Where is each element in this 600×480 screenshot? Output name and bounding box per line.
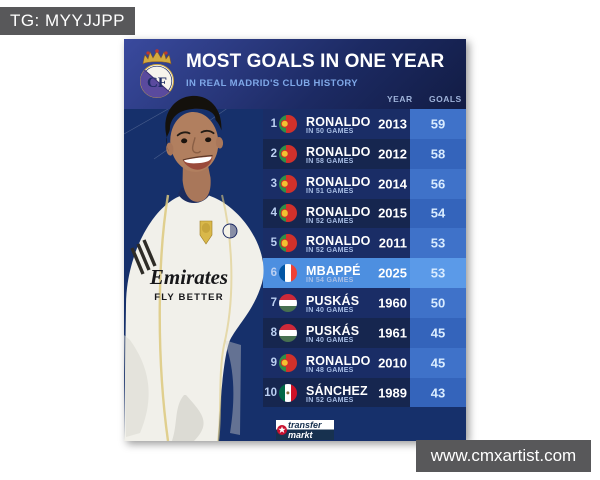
svg-text:Emirates: Emirates [149, 265, 228, 289]
svg-text:transfer: transfer [288, 420, 322, 430]
svg-text:FLY BETTER: FLY BETTER [154, 292, 224, 303]
svg-text:markt: markt [288, 430, 314, 440]
